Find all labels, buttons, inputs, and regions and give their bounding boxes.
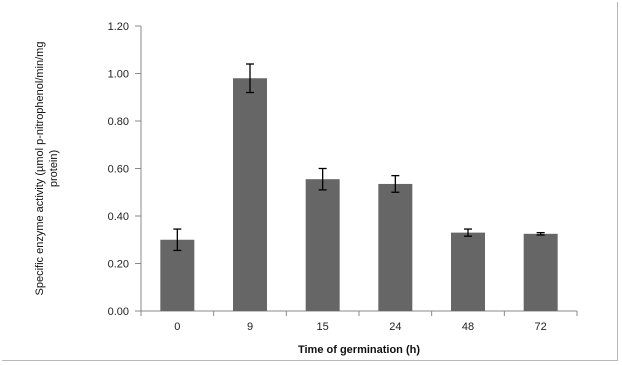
- error-bars: [173, 63, 545, 252]
- bar: [523, 233, 558, 311]
- x-tick-label: 15: [317, 321, 329, 333]
- y-tick-label: 0.00: [108, 306, 129, 318]
- y-tick-label: 0.40: [108, 211, 129, 223]
- y-axis-title-line-2: protein): [48, 150, 60, 187]
- bar: [233, 78, 267, 311]
- y-axis-title-line-1: Specific enzyme activity (µmol p-nitroph…: [34, 42, 46, 296]
- chart-frame: [2, 2, 618, 361]
- x-axis-title: Time of germination (h): [298, 344, 420, 356]
- y-tick-label: 0.20: [108, 259, 129, 271]
- bars: [160, 78, 558, 311]
- y-tick-label: 0.80: [108, 116, 129, 128]
- x-tick-label: 0: [174, 321, 180, 333]
- x-tick-label: 24: [389, 321, 401, 333]
- bar: [451, 232, 485, 311]
- x-tick-label: 48: [462, 321, 474, 333]
- y-axis-title: Specific enzyme activity (µmol p-nitroph…: [34, 42, 60, 296]
- x-axis: 0 9 15 24 48 72: [140, 310, 578, 333]
- x-tick-label: 72: [535, 321, 547, 333]
- y-axis: 0.00 0.20 0.40 0.60 0.80 1.00 1.20: [108, 21, 142, 318]
- y-tick-label: 0.60: [108, 164, 129, 176]
- x-tick-label: 9: [247, 321, 253, 333]
- y-tick-label: 1.20: [108, 21, 129, 33]
- y-tick-label: 1.00: [108, 69, 129, 81]
- bar: [160, 239, 195, 311]
- bar: [378, 183, 413, 311]
- bar: [305, 179, 340, 311]
